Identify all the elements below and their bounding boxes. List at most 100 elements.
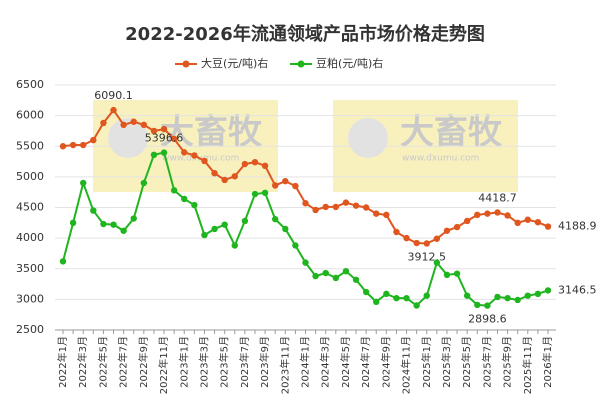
x-tick-label: 2025年3月 [440,336,453,388]
data-point [130,118,137,125]
data-point [312,272,319,280]
data-point [170,135,178,143]
data-point [261,189,269,196]
y-tick-label: 4500 [16,201,44,214]
y-tick-label: 5000 [16,170,44,183]
data-point [383,211,390,219]
data-point [423,240,430,247]
data-point [90,207,97,214]
x-tick-label: 2022年3月 [76,336,89,388]
data-point [201,231,208,239]
data-point [140,121,148,129]
data-point [413,239,420,247]
data-point [231,173,238,180]
data-point [59,143,67,150]
data-point [443,271,451,279]
data-point [59,258,67,265]
data-point [494,293,501,301]
x-tick-label: 2023年9月 [258,336,271,388]
x-tick-label: 2022年11月 [157,336,170,394]
data-point [332,274,340,282]
watermark-url: www.dxumu.com [402,154,479,164]
x-tick-label: 2022年9月 [137,336,150,388]
x-tick-label: 2024年7月 [359,336,372,388]
data-point [302,200,309,207]
y-tick-label: 2500 [16,323,44,336]
watermark-logo [108,118,148,158]
data-point [433,235,441,242]
data-point [221,221,228,228]
data-point [393,228,400,236]
data-point [160,149,168,156]
data-point [514,219,521,227]
data-point [251,190,259,198]
data-point [120,227,127,234]
data-point [201,157,208,165]
data-point [120,121,127,129]
x-tick-label: 2025年9月 [501,336,514,388]
x-tick-label: 2024年5月 [339,336,352,388]
data-point [484,210,491,217]
data-point [90,136,97,144]
x-tick-label: 2023年3月 [197,336,210,388]
x-tick-label: 2025年7月 [480,336,493,388]
data-point [342,199,350,206]
data-point [271,215,279,223]
data-point [534,219,542,226]
data-label: 3146.5 [558,283,597,296]
data-point [433,259,441,266]
data-label: 4418.7 [478,191,517,204]
x-tick-label: 2022年5月 [96,336,109,388]
legend-label: 豆粕(元/吨)右 [316,56,383,70]
y-tick-label: 6500 [16,78,44,91]
legend-marker [297,60,305,68]
data-point [110,221,117,228]
y-tick-label: 6000 [16,109,44,122]
data-point [524,216,531,223]
data-point [524,292,531,299]
data-point [80,179,87,187]
x-tick-label: 2024年1月 [299,336,312,388]
data-point [484,302,491,309]
data-point [352,276,360,283]
data-point [69,219,77,227]
y-tick-label: 4000 [16,231,44,244]
data-point [100,119,107,127]
data-point [211,225,218,233]
data-point [80,141,87,149]
x-tick-label: 2024年3月 [319,336,332,388]
legend-label: 大豆(元/吨)右 [201,56,268,70]
y-tick-label: 3500 [16,262,44,275]
data-point [544,223,552,230]
data-point [221,176,228,184]
data-point [312,206,319,214]
data-point [130,215,137,222]
x-tick-label: 2023年1月 [177,336,190,388]
data-point [534,290,542,298]
data-point [362,204,370,211]
x-tick-label: 2023年5月 [218,336,231,388]
data-point [474,301,481,309]
data-point [231,242,238,249]
data-point [241,160,249,168]
x-tick-label: 2024年9月 [379,336,392,388]
x-tick-label: 2026年1月 [541,336,554,388]
chart-title: 2022-2026年流通领域产品市场价格走势图 [125,23,485,45]
y-tick-label: 3000 [16,292,44,305]
data-point [383,290,390,298]
x-tick-label: 2022年1月 [56,336,69,388]
x-tick-label: 2023年7月 [238,336,251,388]
data-label: 4188.9 [558,220,597,233]
data-label: 5396.6 [145,132,184,145]
data-point [302,259,309,266]
data-point [342,268,350,275]
data-point [453,270,461,277]
data-point [251,158,259,166]
data-label: 3912.5 [408,250,447,263]
data-point [150,151,158,159]
data-point [322,269,329,277]
data-label: 6090.1 [94,89,133,102]
data-point [160,125,168,133]
x-tick-label: 2022年7月 [117,336,130,388]
data-point [463,217,471,225]
